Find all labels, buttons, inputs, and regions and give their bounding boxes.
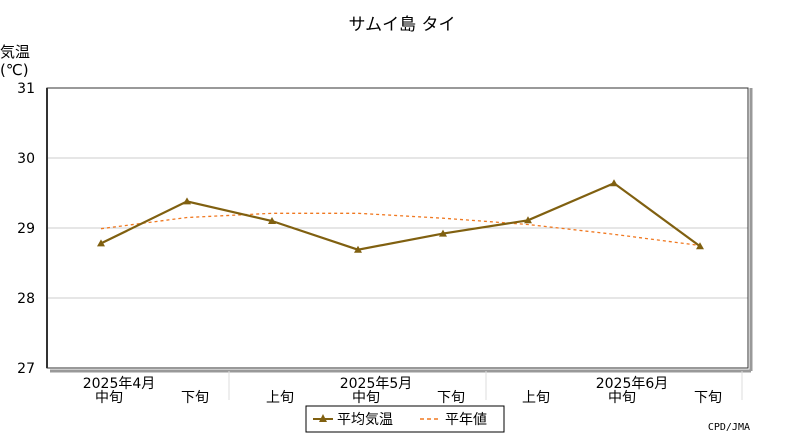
gridlines — [46, 87, 753, 373]
credit-text: CPD/JMA — [708, 422, 750, 433]
data-point-avg — [610, 179, 618, 187]
legend-box — [305, 405, 505, 433]
y-axis-label: 気温 — [0, 43, 30, 61]
series-line-normal — [100, 212, 701, 247]
y-axis-ticks: 27 28 29 30 31 — [17, 81, 35, 377]
x-tick-label: 中旬 — [352, 390, 380, 406]
month-label: 2025年6月 — [596, 376, 669, 392]
legend-label-avg: 平均気温 — [337, 412, 393, 428]
x-tick-label: 下旬 — [694, 390, 722, 406]
chart-title: サムイ島 タイ — [348, 15, 455, 35]
x-tick-label: 下旬 — [437, 390, 465, 406]
x-tick-label: 上旬 — [522, 390, 550, 406]
legend-marker-avg — [319, 414, 327, 422]
month-label: 2025年4月 — [83, 376, 156, 392]
x-tick-label: 中旬 — [608, 390, 636, 406]
plot-area — [97, 179, 704, 253]
y-tick-label: 31 — [17, 81, 35, 97]
x-tick-label: 上旬 — [266, 390, 294, 406]
data-point-avg — [354, 245, 362, 253]
x-tick-label: 中旬 — [95, 390, 123, 406]
legend-label-normal: 平年値 — [445, 412, 487, 428]
y-tick-label: 29 — [17, 221, 35, 237]
y-tick-label: 30 — [17, 151, 35, 167]
x-tick-label: 下旬 — [181, 390, 209, 406]
data-point-avg — [696, 242, 704, 250]
data-point-avg — [439, 229, 447, 237]
data-point-avg — [183, 197, 191, 205]
series-line-avg — [100, 181, 701, 251]
y-tick-label: 27 — [17, 361, 35, 377]
y-axis-unit: (℃) — [0, 61, 29, 79]
month-label: 2025年5月 — [340, 376, 413, 392]
data-point-avg — [524, 216, 532, 224]
legend: 平均気温 平年値 — [305, 405, 505, 433]
data-point-avg — [97, 239, 105, 247]
y-tick-label: 28 — [17, 291, 35, 307]
data-point-avg — [268, 217, 276, 224]
